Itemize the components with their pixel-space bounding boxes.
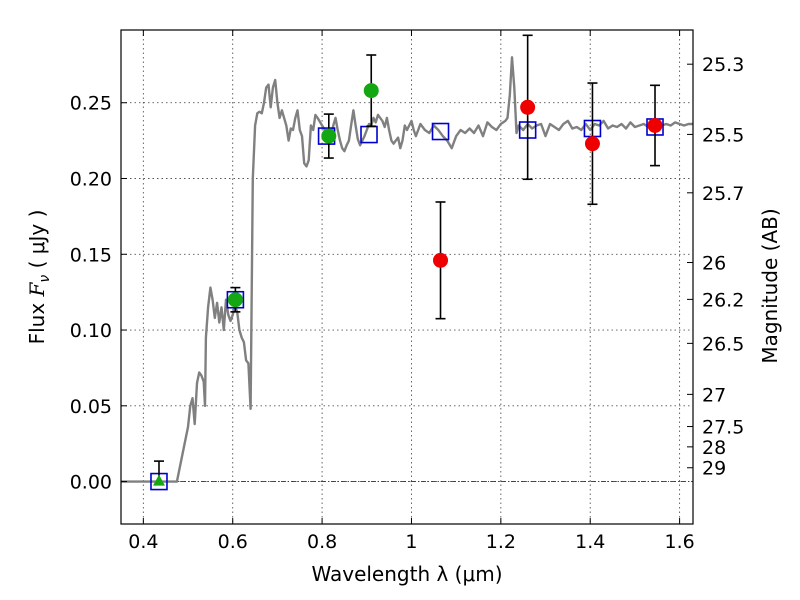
y-tick-label: 0.25	[70, 93, 112, 115]
right-tick-label: 25.3	[702, 54, 744, 76]
observed-flux-point	[584, 136, 600, 152]
right-tick-label: 26.2	[702, 289, 744, 311]
y-axis-label: Flux Fν ( μJy )	[25, 210, 53, 345]
right-tick-label: 27.5	[702, 417, 744, 439]
y-axis-label-suffix: ( μJy )	[25, 210, 49, 275]
plot-frame	[120, 29, 694, 525]
y-axis-label-right: Magnitude (AB)	[758, 208, 782, 363]
model-spectrum-line	[121, 56, 693, 483]
x-tick-label: 1.2	[486, 531, 516, 553]
y-axis-label-subscript: ν	[37, 275, 53, 283]
y-axis-label-prefix: Flux	[25, 296, 49, 344]
data-layer	[121, 56, 693, 483]
upper-limit-triangle	[152, 474, 165, 486]
observed-flux-point	[227, 292, 243, 308]
x-tick-label: 0.4	[128, 531, 158, 553]
observed-flux-point	[321, 128, 337, 144]
right-tick-label: 29	[702, 458, 726, 480]
y-axis-label-symbol: F	[25, 281, 49, 297]
right-tick-label: 27	[702, 384, 726, 406]
right-tick-label: 26.5	[702, 333, 744, 355]
y-tick-label: 0.05	[70, 396, 112, 418]
x-tick-label: 1.4	[575, 531, 605, 553]
label-layer: 0.4 0.6 0.8 1 1.2 1.4 1.6 0.00 0.05 0.10 0.15 0.20 0…	[70, 54, 745, 553]
observed-flux-point	[647, 117, 663, 133]
observed-flux-point	[433, 252, 449, 268]
tick-layer	[121, 30, 693, 524]
x-tick-label: 0.8	[307, 531, 337, 553]
y-tick-label: 0.20	[70, 169, 112, 191]
y-tick-label: 0.10	[70, 320, 112, 342]
model-photometry-square	[431, 122, 450, 141]
x-axis-label: Wavelength λ (μm)	[311, 562, 502, 586]
observed-flux-point	[520, 99, 536, 115]
y-tick-label: 0.00	[70, 472, 112, 494]
right-tick-label: 25.7	[702, 183, 744, 205]
y-tick-label: 0.15	[70, 244, 112, 266]
right-tick-label: 28	[702, 437, 726, 459]
x-tick-label: 0.6	[218, 531, 248, 553]
right-tick-label: 26	[702, 253, 726, 275]
x-tick-label: 1.6	[664, 531, 694, 553]
marker-layer	[150, 34, 664, 491]
observed-flux-point	[363, 83, 379, 99]
right-tick-label: 25.5	[702, 124, 744, 146]
x-tick-label: 1	[405, 531, 417, 553]
grid-layer	[121, 30, 693, 524]
